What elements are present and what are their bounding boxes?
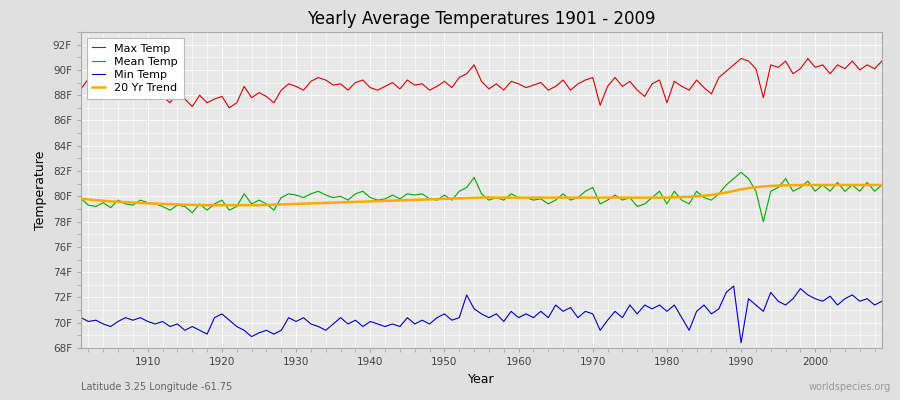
Max Temp — [609, 75, 620, 80]
Text: worldspecies.org: worldspecies.org — [809, 382, 891, 392]
Line: 20 Yr Trend: 20 Yr Trend — [81, 185, 882, 205]
Title: Yearly Average Temperatures 1901 - 2009: Yearly Average Temperatures 1901 - 2009 — [307, 10, 656, 28]
Mean Temp — [135, 198, 146, 202]
Max Temp — [735, 56, 746, 61]
Min Temp — [877, 299, 887, 304]
Min Temp — [76, 315, 86, 320]
Max Temp — [76, 86, 86, 91]
Line: Max Temp: Max Temp — [81, 58, 882, 108]
Mean Temp — [602, 198, 613, 202]
Mean Temp — [513, 195, 524, 200]
20 Yr Trend — [135, 200, 146, 205]
Min Temp — [728, 284, 739, 288]
Min Temp — [602, 318, 613, 322]
Mean Temp — [343, 198, 354, 202]
Max Temp — [135, 80, 146, 85]
Max Temp — [877, 59, 887, 64]
Mean Temp — [506, 191, 517, 196]
Max Temp — [305, 79, 316, 84]
Mean Temp — [298, 195, 309, 200]
X-axis label: Year: Year — [468, 372, 495, 386]
20 Yr Trend — [520, 195, 531, 200]
Line: Mean Temp: Mean Temp — [81, 172, 882, 222]
Legend: Max Temp, Mean Temp, Min Temp, 20 Yr Trend: Max Temp, Mean Temp, Min Temp, 20 Yr Tre… — [86, 38, 184, 99]
20 Yr Trend — [513, 195, 524, 200]
Mean Temp — [76, 196, 86, 201]
20 Yr Trend — [350, 200, 361, 204]
Max Temp — [520, 85, 531, 90]
Text: Latitude 3.25 Longitude -61.75: Latitude 3.25 Longitude -61.75 — [81, 382, 232, 392]
20 Yr Trend — [76, 196, 86, 201]
Max Temp — [513, 82, 524, 86]
Min Temp — [513, 315, 524, 320]
20 Yr Trend — [305, 201, 316, 206]
20 Yr Trend — [609, 195, 620, 200]
Min Temp — [506, 309, 517, 314]
Min Temp — [343, 322, 354, 326]
20 Yr Trend — [877, 182, 887, 187]
Min Temp — [135, 315, 146, 320]
Line: Min Temp: Min Temp — [81, 286, 882, 343]
Mean Temp — [735, 170, 746, 175]
Max Temp — [224, 106, 235, 110]
Min Temp — [298, 315, 309, 320]
Y-axis label: Temperature: Temperature — [34, 150, 48, 230]
20 Yr Trend — [194, 203, 205, 208]
Mean Temp — [758, 219, 769, 224]
Mean Temp — [877, 182, 887, 187]
Min Temp — [735, 340, 746, 345]
Max Temp — [350, 80, 361, 85]
20 Yr Trend — [803, 182, 814, 187]
